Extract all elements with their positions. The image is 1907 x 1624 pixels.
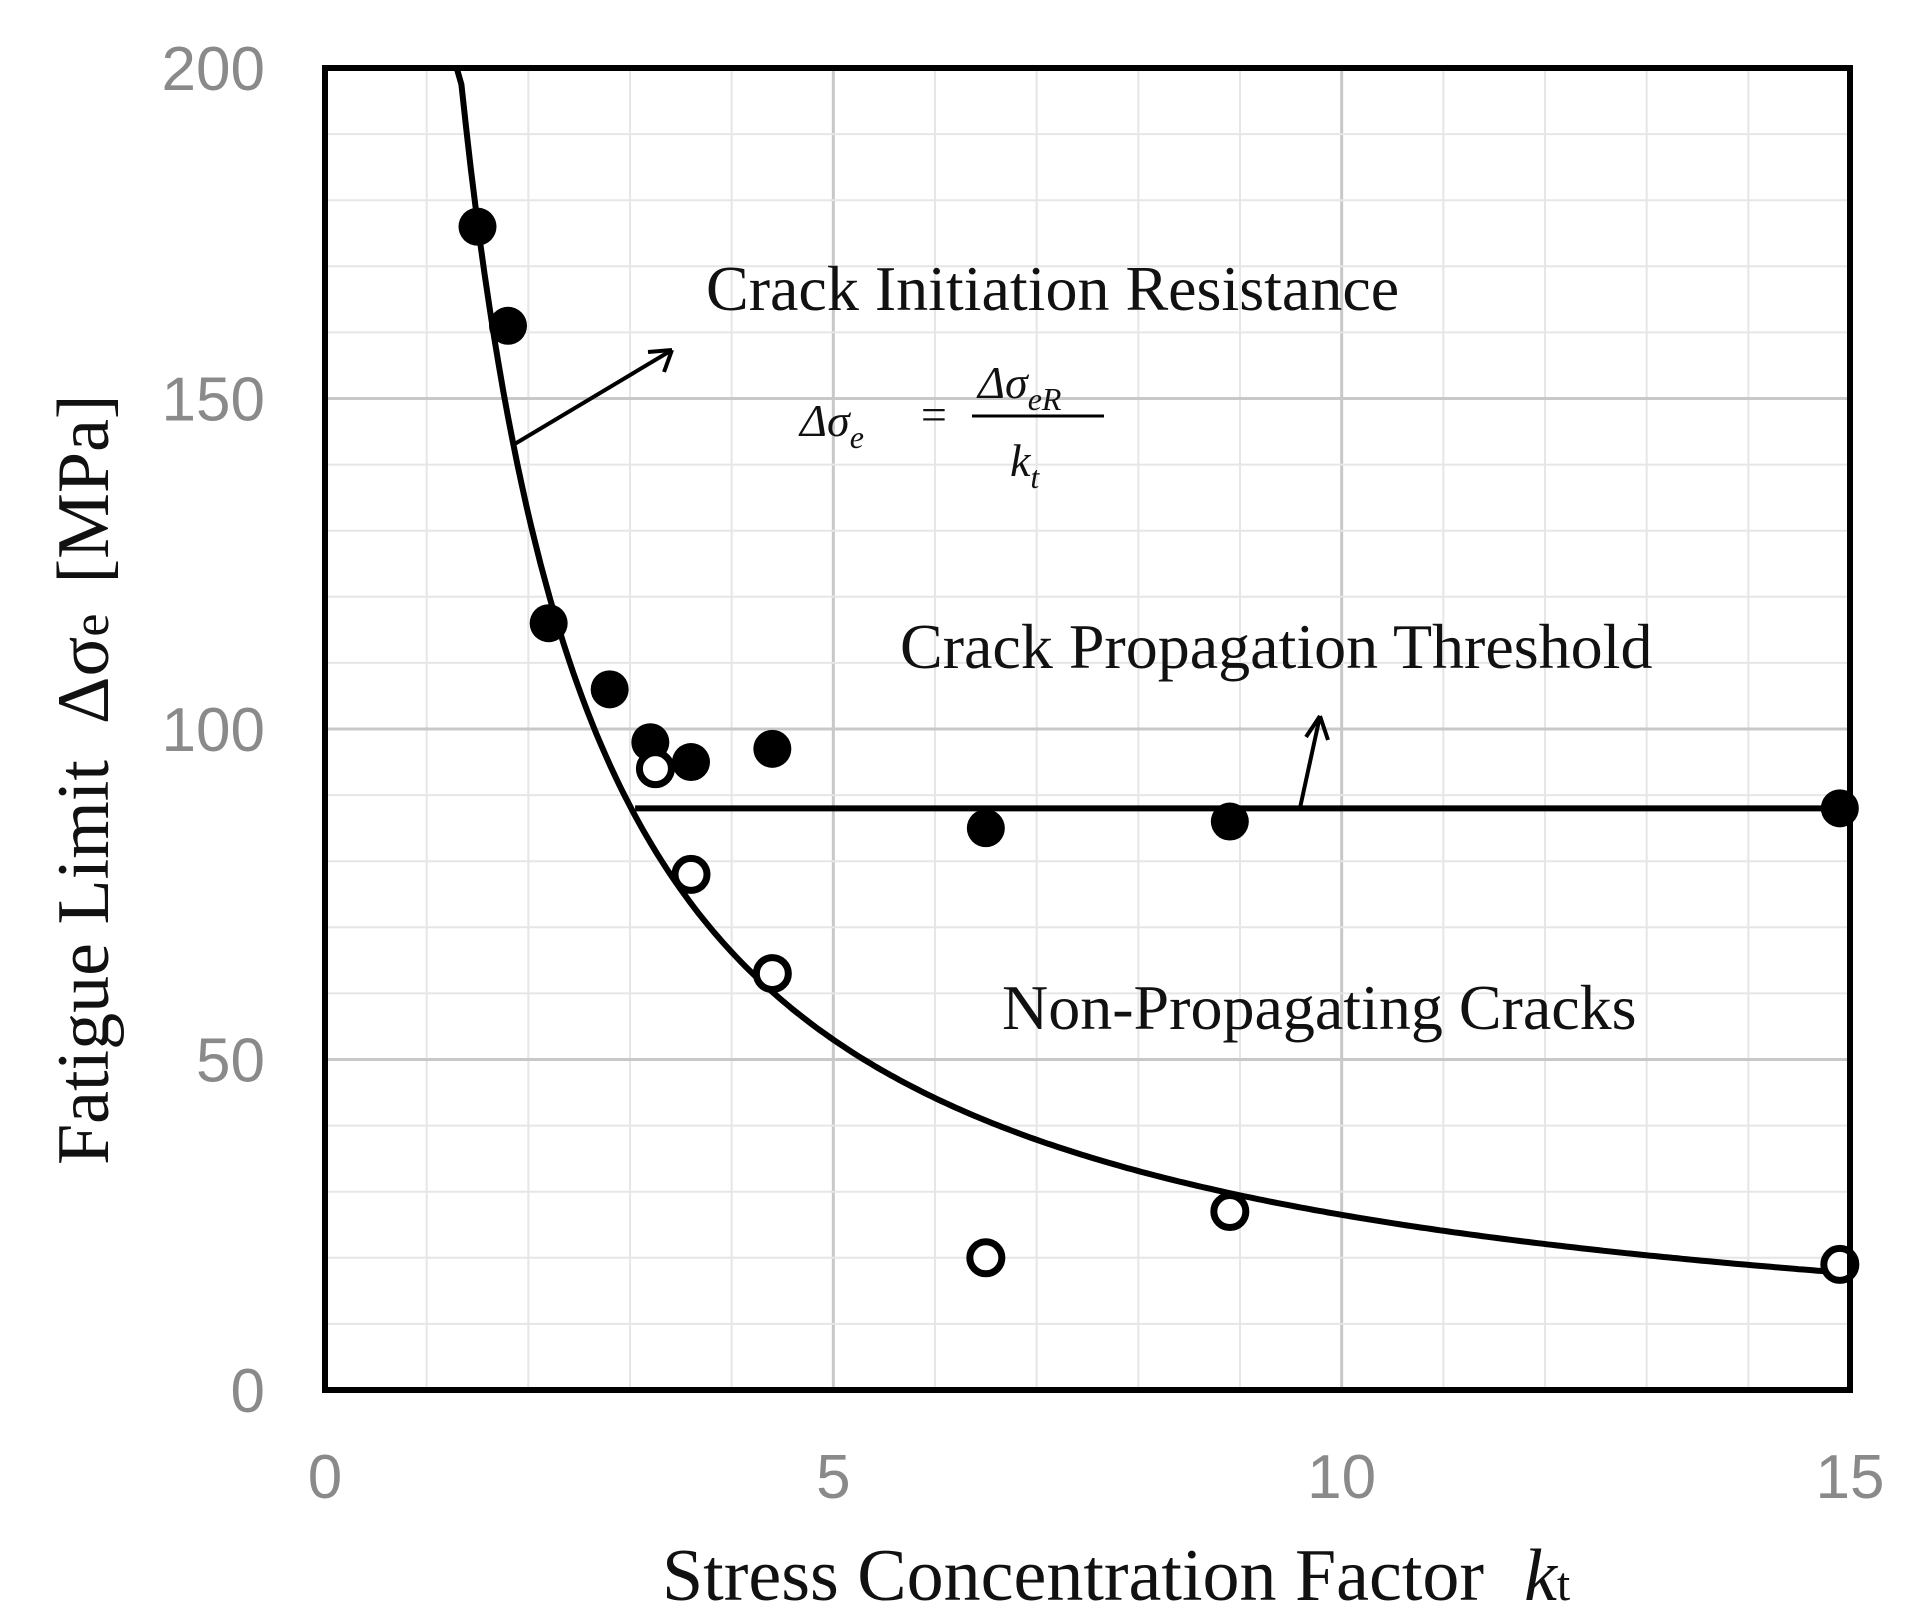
x-tick-label: 10 bbox=[1307, 1443, 1376, 1512]
threshold-arrow bbox=[1298, 715, 1322, 809]
data-point-open bbox=[635, 749, 675, 789]
data-point-open bbox=[671, 854, 711, 894]
data-point-filled bbox=[489, 306, 527, 345]
y-tick-label: 100 bbox=[162, 696, 265, 765]
x-axis-title: Stress Concentration Factor kt bbox=[662, 1535, 1571, 1617]
formula-denominator: kt bbox=[1010, 435, 1040, 495]
initiation-arrow bbox=[511, 348, 674, 447]
x-tick-label: 15 bbox=[1816, 1443, 1885, 1512]
x-tick-label: 5 bbox=[816, 1443, 850, 1512]
y-axis-title: Fatigue LimitΔσe[MPa] bbox=[43, 394, 125, 1165]
data-point-open bbox=[966, 1238, 1006, 1278]
y-tick-label: 50 bbox=[196, 1027, 265, 1096]
data-point-open bbox=[752, 954, 792, 994]
data-points bbox=[458, 207, 1860, 1284]
grid bbox=[325, 68, 1850, 1390]
y-tick-label: 0 bbox=[231, 1357, 265, 1426]
y-tick-label: 200 bbox=[162, 35, 265, 104]
data-point-filled bbox=[458, 207, 497, 246]
formula-numerator: ΔσeR bbox=[976, 357, 1062, 417]
data-point-filled bbox=[1820, 789, 1859, 828]
data-point-open bbox=[1210, 1192, 1250, 1232]
data-point-filled bbox=[590, 670, 629, 709]
x-tick-label: 0 bbox=[308, 1443, 342, 1512]
data-point-filled bbox=[1210, 802, 1249, 841]
formula: Δσe = ΔσeR kt bbox=[798, 357, 1104, 495]
plot-frame bbox=[322, 65, 1853, 1393]
annotation-crack-propagation: Crack Propagation Threshold bbox=[900, 611, 1652, 682]
data-point-filled bbox=[529, 604, 568, 643]
threshold-arrowhead bbox=[1304, 714, 1330, 741]
annotation-non-propagating: Non-Propagating Cracks bbox=[1002, 972, 1637, 1043]
formula-equals: = bbox=[918, 389, 949, 440]
formula-lhs: Δσe bbox=[798, 395, 864, 455]
data-point-filled bbox=[672, 743, 710, 782]
data-point-filled bbox=[753, 729, 792, 768]
annotation-crack-initiation: Crack Initiation Resistance bbox=[706, 253, 1399, 324]
initiation-arrowhead bbox=[647, 348, 674, 373]
y-tick-label: 150 bbox=[162, 366, 265, 435]
crack-initiation-curve bbox=[452, 65, 1851, 1277]
data-point-filled bbox=[966, 809, 1005, 848]
